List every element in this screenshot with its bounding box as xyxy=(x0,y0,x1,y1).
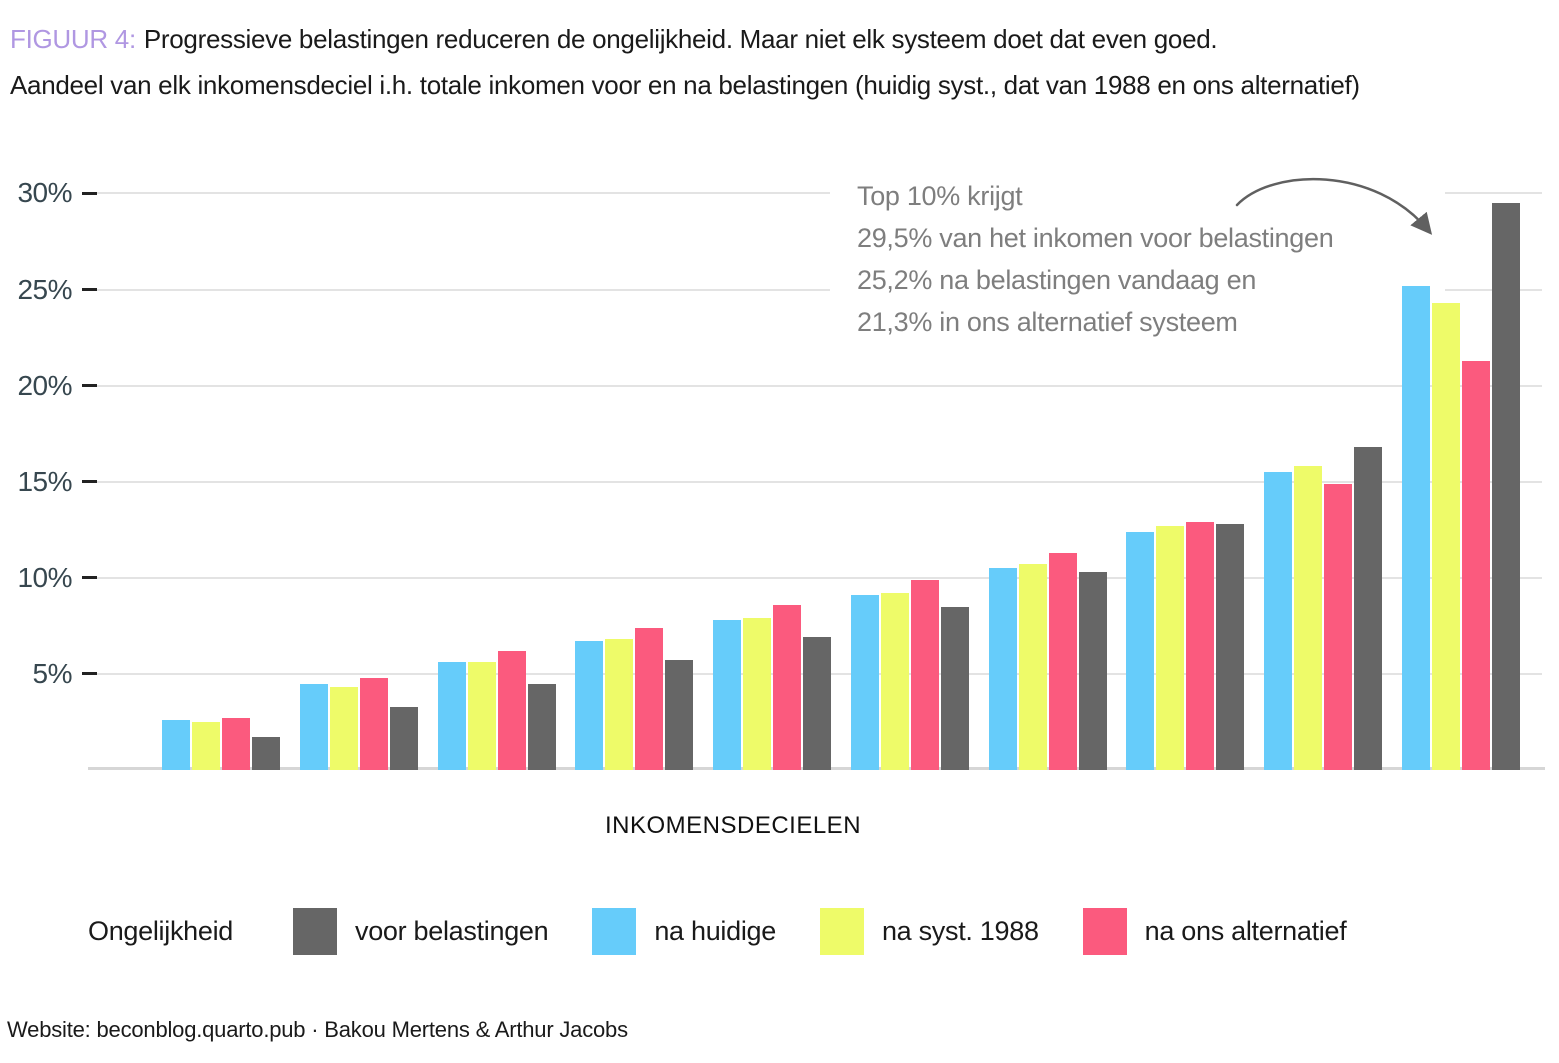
legend-item-na-ons-alternatief: na ons alternatief xyxy=(1082,908,1347,955)
bar-na-syst-1988-decile-2 xyxy=(329,687,358,770)
annotation-line: 25,2% na belastingen vandaag en xyxy=(857,265,1257,295)
bar-voor-belastingen-decile-6 xyxy=(940,606,969,770)
bar-voor-belastingen-decile-4 xyxy=(665,660,694,770)
bar-na-syst-1988-decile-1 xyxy=(192,722,220,770)
figure-header: FIGUUR 4: Progressieve belastingen reduce… xyxy=(10,16,1360,108)
bar-na-ons-alternatief-decile-9 xyxy=(1324,483,1352,770)
annotation-curved-arrow-icon xyxy=(1235,177,1433,235)
legend-swatch-voor-belastingen xyxy=(293,908,337,955)
bar-na-huidige-decile-4 xyxy=(575,641,604,770)
annotation-line: 21,3% in ons alternatief systeem xyxy=(857,307,1238,337)
bar-voor-belastingen-decile-9 xyxy=(1354,447,1382,770)
legend: Ongelijkheid voor belastingen na huidige n… xyxy=(88,908,1347,955)
y-tick-mark xyxy=(82,480,97,484)
legend-item-na-huidige: na huidige xyxy=(592,908,776,955)
bar-na-ons-alternatief-decile-2 xyxy=(359,677,388,770)
bar-na-ons-alternatief-decile-3 xyxy=(497,650,526,770)
legend-swatch-na-syst-1988 xyxy=(819,908,864,955)
gridline-10 xyxy=(97,576,1542,579)
footer-credit: Website: beconblog.quarto.pub · Bakou Me… xyxy=(7,1017,628,1042)
bar-na-syst-1988-decile-4 xyxy=(605,639,634,770)
annotation: Top 10% krijgt 29,5% van het inkomen voo… xyxy=(830,167,1445,349)
bar-voor-belastingen-decile-2 xyxy=(389,706,418,770)
y-tick-label: 15% xyxy=(17,465,72,497)
bar-na-huidige-decile-6 xyxy=(850,595,879,770)
bar-na-syst-1988-decile-9 xyxy=(1294,466,1322,770)
bar-voor-belastingen-decile-8 xyxy=(1216,524,1245,770)
y-tick-mark xyxy=(82,191,97,195)
legend-swatch-na-huidige xyxy=(592,908,637,955)
legend-label: na syst. 1988 xyxy=(881,916,1039,946)
bar-na-ons-alternatief-decile-1 xyxy=(222,718,250,770)
bar-na-huidige-decile-2 xyxy=(299,683,328,770)
gridline-25 xyxy=(97,288,1542,291)
legend-item-na-syst-1988: na syst. 1988 xyxy=(819,908,1039,955)
legend-swatch-na-ons-alternatief xyxy=(1082,908,1127,955)
gridline-15 xyxy=(97,480,1542,483)
bar-na-huidige-decile-3 xyxy=(437,662,466,770)
bar-na-huidige-decile-10 xyxy=(1401,285,1430,770)
gridline-30 xyxy=(97,192,1542,195)
legend-title: Ongelijkheid xyxy=(88,916,233,946)
y-tick-mark xyxy=(82,288,97,291)
bar-na-huidige-decile-5 xyxy=(713,620,741,770)
bar-na-huidige-decile-9 xyxy=(1264,472,1292,770)
bar-na-syst-1988-decile-10 xyxy=(1431,303,1460,770)
bar-na-huidige-decile-1 xyxy=(162,720,190,770)
legend-label: na ons alternatief xyxy=(1144,916,1347,946)
bar-na-syst-1988-decile-5 xyxy=(743,618,771,770)
figure-number-label: FIGUUR 4: xyxy=(10,24,136,54)
bar-voor-belastingen-decile-10 xyxy=(1491,203,1520,770)
bar-na-syst-1988-decile-7 xyxy=(1018,564,1047,770)
bar-na-huidige-decile-7 xyxy=(988,568,1017,770)
figure-title-text: Progressieve belastingen reduceren de on… xyxy=(143,24,1218,54)
bar-na-syst-1988-decile-8 xyxy=(1156,525,1185,770)
legend-label: na huidige xyxy=(654,916,776,946)
legend-item-voor-belastingen: voor belastingen xyxy=(293,908,549,955)
y-tick-mark xyxy=(82,576,97,580)
gridline-20 xyxy=(97,384,1542,387)
y-tick-label: 5% xyxy=(32,657,73,689)
bar-na-ons-alternatief-decile-4 xyxy=(635,627,664,770)
y-tick-mark xyxy=(82,672,97,676)
y-tick-label: 30% xyxy=(17,177,72,209)
bar-voor-belastingen-decile-1 xyxy=(252,737,280,770)
bar-na-ons-alternatief-decile-5 xyxy=(773,604,801,770)
bar-voor-belastingen-decile-5 xyxy=(803,637,831,770)
y-tick-label: 10% xyxy=(17,561,72,593)
bar-na-ons-alternatief-decile-10 xyxy=(1461,360,1490,770)
x-axis-title: INKOMENSDECIELEN xyxy=(604,812,862,839)
annotation-line: Top 10% krijgt xyxy=(857,181,1023,211)
bar-na-ons-alternatief-decile-8 xyxy=(1186,522,1215,770)
figure-subtitle: Aandeel van elk inkomensdeciel i.h. tota… xyxy=(10,70,1360,100)
legend-label: voor belastingen xyxy=(355,916,549,946)
bar-na-ons-alternatief-decile-6 xyxy=(910,579,939,770)
y-tick-label: 25% xyxy=(17,273,72,305)
bar-na-syst-1988-decile-3 xyxy=(467,662,496,770)
bar-voor-belastingen-decile-7 xyxy=(1078,572,1107,770)
bar-na-ons-alternatief-decile-7 xyxy=(1048,552,1077,770)
y-tick-mark xyxy=(82,384,97,388)
figure-title-line: FIGUUR 4: Progressieve belastingen reduce… xyxy=(10,16,1360,62)
y-tick-label: 20% xyxy=(17,369,72,401)
bar-voor-belastingen-decile-3 xyxy=(527,683,556,770)
bar-na-huidige-decile-8 xyxy=(1126,531,1155,770)
bar-na-syst-1988-decile-6 xyxy=(880,593,909,770)
annotation-line: 29,5% van het inkomen voor belastingen xyxy=(857,223,1334,253)
